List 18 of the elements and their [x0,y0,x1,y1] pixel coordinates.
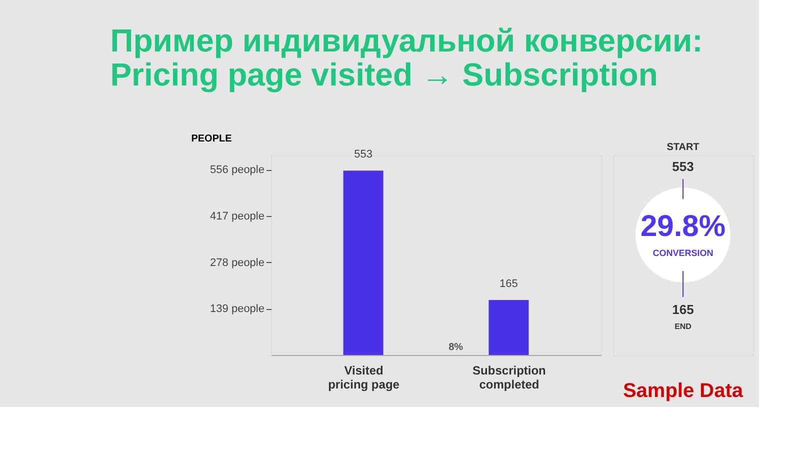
y-tick-label: 556 people [210,164,264,176]
annotation: 8% [448,342,464,353]
data-label: 553 [354,148,372,161]
text: 165 [672,302,694,317]
x-tick-label: Subscription completed [472,364,546,392]
y-tick-label: 139 people [210,303,264,316]
text: 29.8% [640,210,726,243]
text: Sample Data [622,380,744,402]
y-tick-label: 278 people [210,256,264,269]
y-tick-label: 417 people [210,210,264,222]
text: CONVERSION [652,248,714,258]
text: END [674,322,692,331]
x-tick-label: Visited pricing page [328,364,400,392]
text: 553 [672,159,694,174]
data-label: 165 [500,278,518,290]
y-axis-title: PEOPLE [191,134,232,144]
text: START [666,142,700,153]
text: Пример индивидуальной конверсии: [110,22,703,58]
